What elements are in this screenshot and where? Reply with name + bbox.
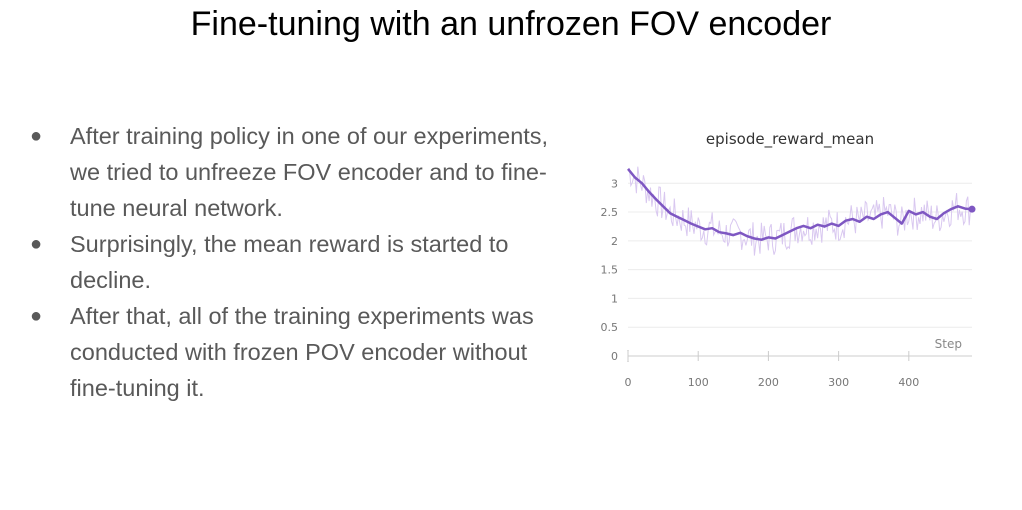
bullet-text: Surprisingly, the mean reward is started… bbox=[70, 231, 509, 293]
raw-series-line bbox=[627, 166, 972, 256]
bullet-item: ● After training policy in one of our exp… bbox=[30, 118, 570, 226]
y-tick-label: 3 bbox=[611, 177, 618, 190]
x-tick-label: 200 bbox=[758, 376, 779, 389]
bullet-dot-icon: ● bbox=[30, 305, 43, 327]
y-tick-label: 1.5 bbox=[601, 264, 619, 277]
reward-chart: episode_reward_mean 0 0.5 1 1.5 2 2.5 3 0 100 20… bbox=[590, 120, 990, 400]
x-axis-label: Step bbox=[935, 337, 962, 351]
bullet-dot-icon: ● bbox=[30, 125, 43, 147]
bullet-text: After that, all of the training experime… bbox=[70, 303, 534, 401]
x-tick-label: 100 bbox=[688, 376, 709, 389]
y-tick-label: 1 bbox=[611, 292, 618, 305]
bullet-item: ● Surprisingly, the mean reward is starte… bbox=[30, 226, 570, 298]
y-tick-label: 2.5 bbox=[601, 206, 619, 219]
slide-title: Fine-tuning with an unfrozen FOV encoder bbox=[190, 5, 832, 43]
x-tick-label: 0 bbox=[625, 376, 632, 389]
y-tick-label: 0.5 bbox=[601, 321, 619, 334]
x-tick-label: 300 bbox=[828, 376, 849, 389]
chart-title: episode_reward_mean bbox=[706, 130, 874, 149]
bullet-item: ● After that, all of the training experim… bbox=[30, 298, 570, 406]
chart-svg: episode_reward_mean 0 0.5 1 1.5 2 2.5 3 0 100 20… bbox=[601, 130, 976, 389]
bullet-dot-icon: ● bbox=[30, 233, 43, 255]
series-end-point bbox=[968, 205, 976, 213]
y-tick-label: 2 bbox=[611, 235, 618, 248]
series-line bbox=[627, 168, 973, 241]
y-tick-label: 0 bbox=[611, 350, 618, 363]
bullet-list: ● After training policy in one of our exp… bbox=[30, 118, 570, 406]
x-tick-label: 400 bbox=[898, 376, 919, 389]
bullet-text: After training policy in one of our expe… bbox=[70, 123, 549, 221]
